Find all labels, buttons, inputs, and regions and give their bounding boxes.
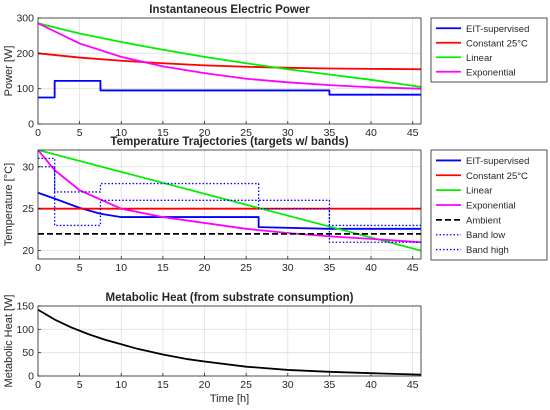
series-line-linear	[38, 22, 421, 88]
x-tick-label: 45	[407, 262, 419, 274]
y-axis-label: Power [W]	[3, 46, 15, 97]
plot-area	[38, 18, 421, 124]
legend-label: Linear	[466, 53, 492, 64]
x-tick-label: 0	[35, 127, 41, 139]
x-tick-label: 20	[199, 379, 211, 391]
y-tick-label: 300	[16, 13, 34, 25]
legend-label: Band high	[466, 245, 509, 256]
x-tick-label: 45	[407, 127, 419, 139]
x-tick-label: 25	[240, 379, 252, 391]
axes-box	[37, 149, 422, 260]
x-tick-label: 30	[282, 379, 294, 391]
x-tick-label: 35	[324, 127, 336, 139]
legend: EIT-supervised Constant 25°C Linear Exponen…	[430, 149, 548, 261]
series-line-constant-25-c	[38, 52, 421, 71]
x-tick-label: 20	[199, 262, 211, 274]
plot-area	[38, 150, 421, 259]
y-tick-label: 100	[16, 83, 34, 95]
series-line-exponential	[38, 150, 421, 244]
legend-label: EIT-supervised	[466, 24, 529, 35]
x-axis-label: Time [h]	[210, 393, 249, 405]
x-tick-label: 40	[365, 262, 377, 274]
y-tick-label: 0	[28, 119, 34, 131]
chart-panel-0: 0 5 10 15 20 25 30 35 40 45 0 100 200 300 Instantaneou…	[3, 4, 548, 139]
x-tick-label: 10	[115, 127, 127, 139]
x-tick-label: 5	[77, 262, 83, 274]
y-tick-label: 20	[22, 245, 34, 257]
chart-title: Metabolic Heat (from substrate consumpti…	[106, 292, 354, 304]
y-axis-label: Temperature [°C]	[3, 163, 15, 246]
x-tick-label: 10	[115, 379, 127, 391]
legend-label: Constant 25°C	[466, 171, 528, 182]
series-line-eit-supervised	[38, 191, 421, 230]
series-line-exponential	[38, 22, 421, 90]
x-tick-label: 15	[157, 262, 169, 274]
legend-label: Linear	[466, 186, 492, 197]
y-tick-label: 200	[16, 48, 34, 60]
axes-box	[37, 17, 422, 125]
y-axis-label: Metabolic Heat [W]	[3, 295, 15, 388]
x-tick-label: 40	[365, 127, 377, 139]
series-line-eit-supervised	[38, 79, 421, 99]
x-tick-label: 15	[157, 379, 169, 391]
y-tick-label: 150	[16, 301, 34, 313]
chart-title: Instantaneous Electric Power	[149, 4, 310, 16]
x-tick-label: 40	[365, 379, 377, 391]
legend-label: Ambient	[466, 215, 501, 226]
x-tick-label: 30	[282, 127, 294, 139]
series-line-band-high	[38, 157, 421, 227]
x-tick-label: 25	[240, 127, 252, 139]
x-tick-label: 35	[324, 379, 336, 391]
chart-title: Temperature Trajectories (targets w/ ban…	[110, 136, 348, 148]
x-tick-label: 45	[407, 379, 419, 391]
x-tick-label: 5	[77, 127, 83, 139]
x-tick-label: 5	[77, 379, 83, 391]
legend-label: Exponential	[466, 201, 516, 212]
x-tick-label: 30	[282, 262, 294, 274]
y-tick-label: 50	[22, 347, 34, 359]
legend-label: Exponential	[466, 67, 516, 78]
legend: EIT-supervised Constant 25°C Linear Exponen…	[430, 17, 548, 83]
x-tick-label: 20	[199, 127, 211, 139]
y-tick-label: 0	[28, 371, 34, 383]
x-tick-label: 0	[35, 262, 41, 274]
x-tick-label: 0	[35, 379, 41, 391]
x-tick-label: 15	[157, 127, 169, 139]
legend-label: EIT-supervised	[466, 156, 529, 167]
y-tick-label: 100	[16, 324, 34, 336]
axes-box	[37, 305, 422, 377]
y-tick-label: 25	[22, 203, 34, 215]
series-line-2-0	[38, 308, 421, 376]
chart-panel-1: 0 5 10 15 20 25 30 35 40 45 20 25 30 Temperature Traj…	[3, 136, 548, 274]
x-tick-label: 10	[115, 262, 127, 274]
x-tick-label: 25	[240, 262, 252, 274]
x-tick-label: 35	[324, 262, 336, 274]
y-tick-label: 30	[22, 161, 34, 173]
legend-label: Band low	[466, 230, 505, 241]
legend-label: Constant 25°C	[466, 38, 528, 49]
